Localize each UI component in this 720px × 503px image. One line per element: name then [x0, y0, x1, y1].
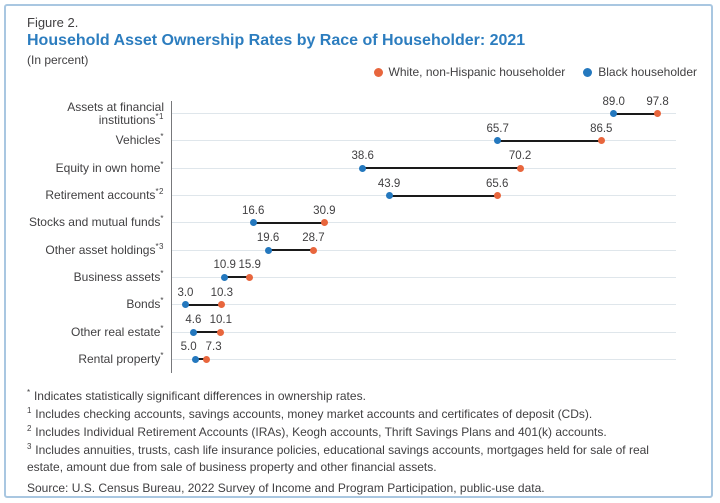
- value-label-white: 7.3: [205, 341, 222, 354]
- dumbbell-line: [268, 249, 314, 252]
- category-label: Rental property*: [78, 350, 164, 366]
- value-label-white: 15.9: [238, 259, 261, 272]
- gridline: [172, 113, 676, 115]
- legend-label: White, non-Hispanic householder: [388, 65, 566, 79]
- gridline: [172, 222, 676, 224]
- value-label-black: 43.9: [377, 177, 401, 190]
- value-label-black: 5.0: [180, 341, 197, 354]
- value-label-black: 3.0: [177, 286, 194, 299]
- chart-row: Business assets* 10.9 15.9: [0, 259, 720, 291]
- category-label: Retirement accounts*2: [45, 187, 164, 203]
- black-householder-dot: [189, 328, 197, 336]
- value-label-black: 65.7: [486, 122, 509, 135]
- white-householder-dot: [320, 219, 328, 227]
- footnote: * Indicates statistically significant di…: [27, 388, 366, 404]
- source-note: Source: U.S. Census Bureau, 2022 Survey …: [27, 481, 545, 495]
- category-label: Other real estate*: [70, 323, 164, 339]
- black-householder-dot: [181, 301, 189, 309]
- chart-legend: White, non-Hispanic householder Black hou…: [373, 65, 697, 79]
- gridline: [172, 249, 676, 251]
- chart-row: Stocks and mutual funds* 16.6 30.9: [0, 205, 720, 236]
- white-householder-dot: [654, 110, 662, 118]
- value-label-black: 16.6: [241, 204, 265, 217]
- category-label: Business assets*: [73, 268, 164, 284]
- figure-title: Household Asset Ownership Rates by Race …: [27, 32, 526, 49]
- chart-row: Other real estate* 4.6 10.1: [0, 314, 720, 345]
- black-householder-dot: [264, 246, 272, 254]
- value-label-white: 30.9: [313, 204, 336, 217]
- chart-row: Vehicles* 65.7 86.5: [0, 123, 720, 154]
- value-label-black: 89.0: [602, 95, 625, 108]
- dumbbell-line: [195, 358, 207, 361]
- value-label-white: 70.2: [508, 150, 532, 163]
- value-label-white: 10.1: [209, 314, 232, 327]
- white-householder-dot: [217, 328, 225, 336]
- dumbbell-line: [362, 167, 521, 170]
- black-householder-dot: [191, 355, 199, 363]
- footnotes: * Indicates statistically significant di…: [27, 388, 672, 497]
- category-label: Vehicles*: [115, 132, 164, 148]
- chart-row: Bonds* 3.0 10.3: [0, 287, 720, 318]
- value-label-white: 10.3: [210, 286, 233, 299]
- gridline: [172, 331, 676, 333]
- dumbbell-line: [389, 194, 498, 197]
- dumbbell-line: [185, 303, 222, 306]
- value-label-white: 97.8: [646, 95, 669, 108]
- category-label: Other asset holdings*3: [45, 241, 164, 257]
- value-label-black: 10.9: [213, 259, 236, 272]
- chart-row: Equity in own home* 38.6 70.2: [0, 150, 720, 182]
- legend-label: Black householder: [598, 65, 697, 79]
- figure-subtitle: (In percent): [27, 53, 89, 67]
- dumbbell-line: [193, 331, 221, 334]
- chart-row: Retirement accounts*2 43.9 65.6: [0, 178, 720, 209]
- legend-item: White, non-Hispanic householder: [373, 65, 566, 79]
- white-householder-dot: [203, 355, 211, 363]
- chart-row: Rental property* 5.0 7.3: [0, 341, 720, 373]
- chart-row: Other asset holdings*3 19.6 28.7: [0, 232, 720, 264]
- black-householder-dot: [494, 137, 502, 145]
- legend-item: Black householder: [583, 65, 697, 79]
- chart-row: Assets at financial institutions*1 89.0 97…: [0, 96, 720, 127]
- figure-label: Figure 2.: [27, 15, 79, 30]
- value-label-black: 4.6: [185, 314, 202, 327]
- dumbbell-line: [497, 139, 602, 142]
- value-label-white: 86.5: [590, 122, 613, 135]
- category-label: Equity in own home*: [55, 159, 164, 175]
- footnote: 1 Includes checking accounts, savings ac…: [27, 406, 593, 422]
- dumbbell-line: [224, 276, 250, 279]
- white-householder-dot: [246, 273, 254, 281]
- dumbbell-chart: Assets at financial institutions*1 89.0 97…: [0, 96, 720, 375]
- white-householder-dot: [309, 246, 317, 254]
- category-label: Assets at financial institutions*1: [67, 99, 164, 127]
- value-label-white: 28.7: [302, 232, 325, 245]
- white-series-legend-dot-icon: [373, 67, 383, 77]
- black-householder-dot: [610, 110, 618, 118]
- white-householder-dot: [516, 164, 524, 172]
- category-label: Stocks and mutual funds*: [28, 214, 164, 230]
- gridline: [172, 358, 676, 360]
- white-householder-dot: [218, 301, 226, 309]
- gridline: [172, 140, 676, 142]
- black-householder-dot: [359, 164, 367, 172]
- dumbbell-line: [253, 221, 325, 224]
- y-axis-line: [171, 101, 172, 373]
- dumbbell-line: [613, 112, 658, 115]
- gridline: [172, 276, 676, 278]
- footnote: 2 Includes Individual Retirement Account…: [27, 424, 607, 440]
- footnote: 3 Includes annuities, trusts, cash life …: [27, 442, 649, 475]
- value-label-black: 19.6: [256, 232, 280, 245]
- black-householder-dot: [249, 219, 257, 227]
- value-label-black: 38.6: [351, 150, 374, 163]
- gridline: [172, 304, 676, 306]
- black-series-legend-dot-icon: [583, 67, 593, 77]
- category-label: Bonds*: [126, 296, 164, 312]
- value-label-white: 65.6: [485, 177, 509, 190]
- white-householder-dot: [597, 137, 605, 145]
- white-householder-dot: [493, 192, 501, 200]
- black-householder-dot: [221, 273, 229, 281]
- black-householder-dot: [385, 192, 393, 200]
